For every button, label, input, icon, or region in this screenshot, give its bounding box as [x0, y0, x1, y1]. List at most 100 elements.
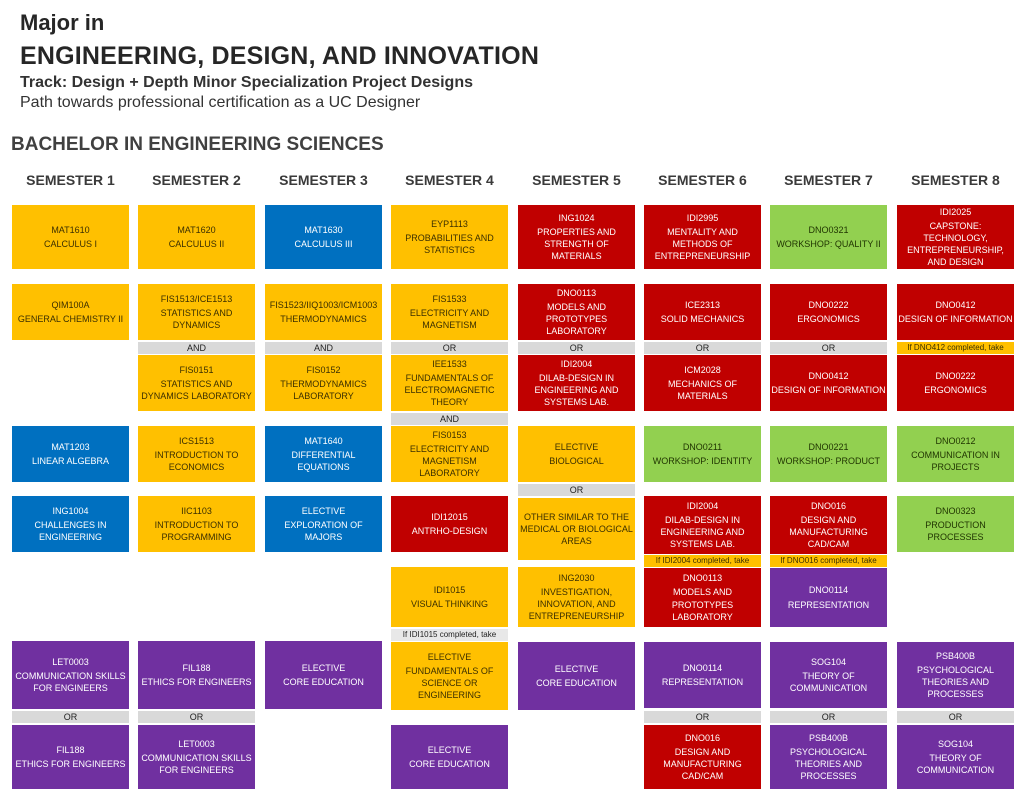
- course-box[interactable]: EYP1113 PROBABILITIES AND STATISTICS: [391, 205, 508, 269]
- course-box[interactable]: IDI2025 CAPSTONE: TECHNOLOGY, ENTREPRENEU…: [897, 205, 1014, 269]
- course-box[interactable]: DNO0211 WORKSHOP: IDENTITY: [644, 426, 761, 482]
- course-code: DNO0323: [935, 505, 976, 516]
- conditional-note: If IDI2004 completed, take: [644, 555, 761, 567]
- course-title: CALCULUS I: [43, 239, 97, 249]
- course-box[interactable]: DNO0321 WORKSHOP: QUALITY II: [770, 205, 887, 269]
- course-box[interactable]: IDI2995 MENTALITY AND METHODS OF ENTREPRE…: [644, 205, 761, 269]
- course-code: ELECTIVE: [301, 662, 346, 673]
- course-box[interactable]: DNO016 DESIGN AND MANUFACTURING CAD/CAM: [770, 496, 887, 554]
- course-box[interactable]: ELECTIVE BIOLOGICAL: [518, 426, 635, 482]
- course-box[interactable]: FIL188 ETHICS FOR ENGINEERS: [12, 725, 129, 789]
- course-box[interactable]: DNO016 DESIGN AND MANUFACTURING CAD/CAM: [644, 725, 761, 789]
- course-title: THERMODYNAMICS: [280, 314, 367, 324]
- course-box[interactable]: PSB400B PSYCHOLOGICAL THEORIES AND PROCES…: [770, 725, 887, 789]
- course-box[interactable]: DNO0212 COMMUNICATION IN PROJECTS: [897, 426, 1014, 482]
- course-box[interactable]: ELECTIVE CORE EDUCATION: [518, 642, 635, 710]
- course-title: MENTALITY AND METHODS OF ENTREPRENEURSHI…: [654, 226, 751, 262]
- semester-4-header: SEMESTER 4: [405, 172, 494, 188]
- program-title: ENGINEERING, DESIGN, AND INNOVATION: [20, 42, 540, 70]
- course-box[interactable]: LET0003 COMMUNICATION SKILLS FOR ENGINEER…: [138, 725, 255, 789]
- major-label: Major in: [20, 10, 105, 35]
- course-title: MODELS AND PROTOTYPES LABORATORY: [545, 301, 608, 337]
- course-box[interactable]: FIS1533 ELECTRICITY AND MAGNETISM: [391, 284, 508, 340]
- course-box[interactable]: FIS1513/ICE1513 STATISTICS AND DYNAMICS: [138, 284, 255, 340]
- course-box[interactable]: IDI12015 ANTRHO-DESIGN: [391, 496, 508, 552]
- course-box[interactable]: SOG104 THEORY OF COMMUNICATION: [770, 642, 887, 708]
- course-box[interactable]: DNO0114 REPRESENTATION: [770, 568, 887, 627]
- course-box[interactable]: ELECTIVE CORE EDUCATION: [391, 725, 508, 789]
- course-box[interactable]: ELECTIVE EXPLORATION OF MAJORS: [265, 496, 382, 552]
- course-code: ICM2028: [684, 364, 721, 375]
- course-box[interactable]: IDI2004 DILAB-DESIGN IN ENGINEERING AND S…: [644, 496, 761, 554]
- course-title: ELECTRICITY AND MAGNETISM LABORATORY: [409, 443, 490, 479]
- course-box[interactable]: ICM2028 MECHANICS OF MATERIALS: [644, 355, 761, 411]
- course-box[interactable]: ELECTIVE FUNDAMENTALS OF SCIENCE OR ENGIN…: [391, 642, 508, 710]
- course-box[interactable]: ICE2313 SOLID MECHANICS: [644, 284, 761, 340]
- course-box[interactable]: DNO0114 REPRESENTATION: [644, 642, 761, 708]
- course-box[interactable]: DNO0412 DESIGN OF INFORMATION: [897, 284, 1014, 340]
- course-box[interactable]: MAT1630 CALCULUS III: [265, 205, 382, 269]
- course-title: STATISTICS AND DYNAMICS: [160, 307, 233, 331]
- course-box[interactable]: ING1024 PROPERTIES AND STRENGTH OF MATERI…: [518, 205, 635, 269]
- course-box[interactable]: ING2030 INVESTIGATION, INNOVATION, AND EN…: [518, 567, 635, 627]
- course-box[interactable]: PSB400B PSYCHOLOGICAL THEORIES AND PROCES…: [897, 642, 1014, 708]
- course-code: FIL188: [182, 662, 211, 673]
- course-box[interactable]: ING1004 CHALLENGES IN ENGINEERING: [12, 496, 129, 552]
- course-box[interactable]: MAT1640 DIFFERENTIAL EQUATIONS: [265, 426, 382, 482]
- course-code: IDI2025: [939, 206, 972, 217]
- course-code: MAT1620: [177, 224, 216, 235]
- course-box[interactable]: DNO0222 ERGONOMICS: [897, 355, 1014, 411]
- course-box[interactable]: FIS0153 ELECTRICITY AND MAGNETISM LABORAT…: [391, 426, 508, 482]
- course-title: DESIGN OF INFORMATION: [898, 314, 1013, 324]
- course-box[interactable]: DNO0323 PRODUCTION PROCESSES: [897, 496, 1014, 552]
- course-title: WORKSHOP: IDENTITY: [652, 456, 753, 466]
- course-title: CAPSTONE: TECHNOLOGY, ENTREPRENEURSHIP, …: [907, 220, 1004, 268]
- course-code: IDI12015: [431, 511, 468, 522]
- course-code: FIS1533: [432, 293, 467, 304]
- course-code: DNO0412: [935, 299, 976, 310]
- course-title: DESIGN OF INFORMATION: [771, 385, 886, 395]
- course-box[interactable]: IIC1103 INTRODUCTION TO PROGRAMMING: [138, 496, 255, 552]
- course-code: DNO0113: [682, 573, 723, 584]
- course-box[interactable]: FIS1523/IIQ1003/ICM1003 THERMODYNAMICS: [265, 284, 382, 340]
- certification-path: Path towards professional certification …: [20, 94, 421, 111]
- course-box[interactable]: MAT1203 LINEAR ALGEBRA: [12, 426, 129, 482]
- course-box[interactable]: ICS1513 INTRODUCTION TO ECONOMICS: [138, 426, 255, 482]
- course-box[interactable]: FIS0152 THERMODYNAMICS LABORATORY: [265, 355, 382, 411]
- course-box[interactable]: IEE1533 FUNDAMENTALS OF ELECTROMAGNETIC T…: [391, 355, 508, 411]
- course-box[interactable]: IDI2004 DILAB-DESIGN IN ENGINEERING AND S…: [518, 355, 635, 411]
- course-box[interactable]: MAT1620 CALCULUS II: [138, 205, 255, 269]
- course-code: ELECTIVE: [554, 663, 599, 674]
- semester-1-header: SEMESTER 1: [26, 172, 115, 188]
- course-title: REPRESENTATION: [787, 599, 870, 610]
- course-box[interactable]: DNO0113 MODELS AND PROTOTYPES LABORATORY: [644, 568, 761, 627]
- and-connector: AND: [138, 342, 255, 354]
- course-title: COMMUNICATION SKILLS FOR ENGINEERS: [15, 670, 126, 694]
- course-code: DNO0321: [808, 224, 849, 235]
- course-title: MECHANICS OF MATERIALS: [667, 378, 737, 402]
- course-code: DNO0222: [935, 370, 976, 381]
- course-box[interactable]: IDI1015 VISUAL THINKING: [391, 567, 508, 627]
- course-box[interactable]: ELECTIVE CORE EDUCATION: [265, 641, 382, 709]
- course-box[interactable]: SOG104 THEORY OF COMMUNICATION: [897, 725, 1014, 789]
- course-box[interactable]: FIS0151 STATISTICS AND DYNAMICS LABORATOR…: [138, 355, 255, 411]
- course-title: INTRODUCTION TO ECONOMICS: [154, 449, 239, 473]
- or-connector: OR: [12, 711, 129, 723]
- course-code: ICE2313: [684, 299, 721, 310]
- course-title: ERGONOMICS: [797, 314, 860, 324]
- course-box[interactable]: FIL188 ETHICS FOR ENGINEERS: [138, 641, 255, 709]
- course-title: WORKSHOP: PRODUCT: [776, 456, 880, 466]
- or-connector: OR: [644, 342, 761, 354]
- course-title: PSYCHOLOGICAL THEORIES AND PROCESSES: [789, 746, 868, 782]
- course-title: DILAB-DESIGN IN ENGINEERING AND SYSTEMS …: [660, 514, 745, 550]
- course-title: DESIGN AND MANUFACTURING CAD/CAM: [789, 514, 868, 550]
- course-box[interactable]: OTHER SIMILAR TO THE MEDICAL OR BIOLOGIC…: [518, 498, 635, 560]
- course-box[interactable]: LET0003 COMMUNICATION SKILLS FOR ENGINEER…: [12, 641, 129, 709]
- course-code: DNO0221: [808, 441, 849, 452]
- course-box[interactable]: DNO0412 DESIGN OF INFORMATION: [770, 355, 887, 411]
- course-box[interactable]: DNO0221 WORKSHOP: PRODUCT: [770, 426, 887, 482]
- course-box[interactable]: DNO0113 MODELS AND PROTOTYPES LABORATORY: [518, 284, 635, 340]
- course-box[interactable]: QIM100A GENERAL CHEMISTRY II: [12, 284, 129, 340]
- course-box[interactable]: DNO0222 ERGONOMICS: [770, 284, 887, 340]
- course-box[interactable]: MAT1610 CALCULUS I: [12, 205, 129, 269]
